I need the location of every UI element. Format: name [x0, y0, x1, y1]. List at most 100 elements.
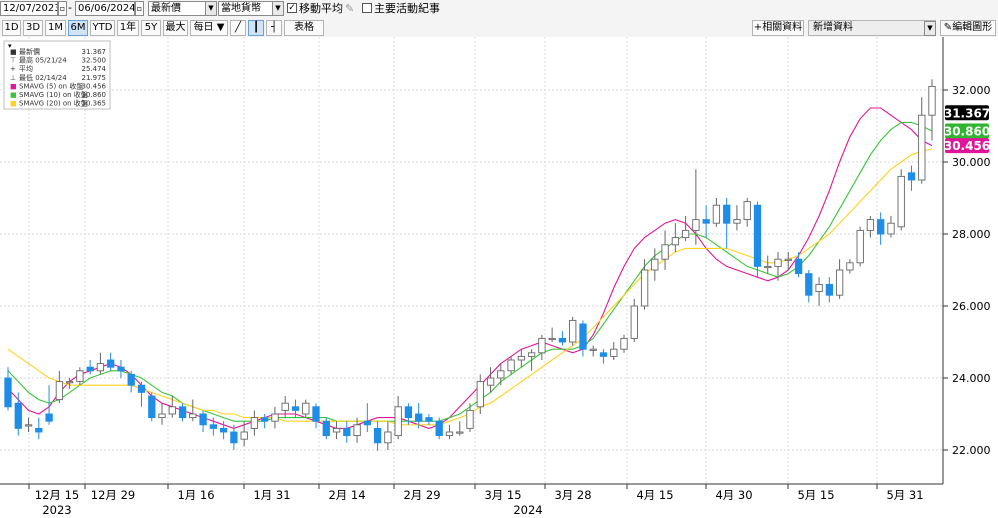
period-1d[interactable]: 1D: [2, 20, 21, 36]
candle-body: [620, 337, 628, 350]
currency-select[interactable]: 當地貨幣: [218, 1, 276, 16]
period-5y[interactable]: 5Y: [141, 20, 161, 36]
candle-body: [651, 258, 659, 271]
candle-body: [302, 402, 310, 415]
period-1m[interactable]: 1M: [45, 20, 66, 36]
candle-body: [476, 381, 484, 408]
candle-body: [435, 420, 443, 437]
candle-body: [764, 265, 772, 269]
y-tick-label: 30.000: [952, 156, 991, 169]
candle-body: [928, 85, 936, 116]
candle-body: [168, 406, 176, 415]
start-date-input[interactable]: 12/07/2023: [0, 1, 58, 16]
end-date-calendar-icon[interactable]: ▫: [135, 1, 144, 16]
candle-body: [404, 406, 413, 419]
legend-value: 32.500: [82, 57, 107, 65]
period-max[interactable]: 最大: [163, 20, 188, 36]
last-value-badge: [945, 105, 989, 121]
candle-body: [794, 258, 803, 275]
events-checkbox[interactable]: [362, 3, 372, 13]
top-toolbar: 12/07/2023 ▫ - 06/06/2024 ▫ 最新價 ▼ 當地貨幣 ▼…: [0, 0, 998, 20]
last-value-text: 30.860: [944, 125, 990, 139]
legend-label: SMAVG (20) on 收盤: [19, 99, 88, 108]
candle-body: [784, 258, 792, 261]
add-data-dropdown-icon[interactable]: ▼: [924, 21, 936, 36]
price-type-select[interactable]: 最新價: [148, 1, 210, 16]
table-button[interactable]: 表格: [284, 20, 324, 36]
legend-value: 30.456: [82, 82, 107, 90]
legend-symbol: ■: [10, 82, 17, 90]
candle-body: [486, 377, 495, 386]
candle-body: [35, 427, 43, 433]
candle-body: [856, 229, 864, 264]
legend-label: SMAVG (10) on 收盤: [19, 90, 88, 99]
legend: ▾ ■ 最新價 31.367⊤ 最高 05/21/24 32.500+ 平均 25.474⊥…: [3, 40, 111, 110]
moving-avg-checkbox[interactable]: ✓: [287, 3, 297, 13]
x-tick-label: 4月 30: [715, 488, 752, 502]
candle-body: [589, 348, 597, 351]
candle-body: [137, 384, 146, 393]
candle-body: [733, 219, 741, 224]
candle-body: [363, 420, 372, 426]
candle-body: [877, 219, 885, 235]
chart-type-line-icon[interactable]: ╱: [230, 20, 246, 36]
x-tick-label: 5月 15: [797, 488, 834, 502]
last-value-text: 30.456: [944, 139, 990, 153]
period-6m[interactable]: 6M: [68, 20, 88, 36]
period-3d[interactable]: 3D: [23, 20, 43, 36]
candle-body: [4, 377, 12, 408]
x-tick-label: 12月 15: [35, 488, 79, 502]
candle-body: [815, 283, 823, 293]
candle-body: [107, 359, 115, 368]
candle-body: [332, 427, 341, 433]
period-ytd[interactable]: YTD: [90, 20, 115, 36]
period-1y[interactable]: 1年: [117, 20, 139, 36]
candle-body: [250, 417, 259, 429]
related-data-button[interactable]: +相關資料 ▾: [752, 20, 804, 47]
legend-value: 31.367: [82, 48, 107, 56]
candle-body: [835, 269, 844, 296]
related-data-label: 相關資料: [762, 22, 803, 33]
candle-body: [805, 273, 813, 296]
end-date-input[interactable]: 06/06/2024: [75, 1, 135, 16]
legend-value: 21.975: [82, 74, 107, 82]
last-value-badge: [945, 138, 989, 154]
candle-body: [209, 424, 218, 429]
candle-body: [743, 201, 751, 221]
x-tick-label: 1月 31: [253, 488, 290, 502]
candle-body: [178, 406, 187, 419]
y-tick-label: 22.000: [952, 444, 991, 457]
frequency-select[interactable]: 每日 ▼: [190, 20, 228, 36]
candle-body: [661, 244, 669, 260]
candle-body: [230, 431, 238, 444]
year-label: 2023: [42, 503, 71, 517]
legend-collapse-icon[interactable]: ▾: [8, 42, 12, 50]
chart-type-bar-icon[interactable]: ┤: [266, 20, 282, 36]
chart-type-candle-icon[interactable]: ┃: [248, 20, 264, 36]
candle-body: [148, 395, 156, 419]
candle-body: [24, 424, 33, 427]
candle-body: [55, 381, 64, 401]
x-axis-ticks: 12月 15 12月 29 1月 16 1月 31 2月 14 2月 29 3月 15 3月 …: [28, 484, 924, 517]
candle-body: [712, 204, 721, 224]
candle-body: [558, 337, 567, 343]
start-date-calendar-icon[interactable]: ▫: [58, 1, 67, 16]
period-toolbar: 1D 3D 1M 6M YTD 1年 5Y 最大 每日 ▼ ╱ ┃ ┤ 表格 +…: [0, 19, 998, 47]
candlestick-chart[interactable]: 22.000 24.000 26.000 28.000 30.000 32.000 12月…: [0, 37, 998, 518]
price-type-dropdown-icon[interactable]: ▼: [205, 1, 217, 16]
date-separator: -: [68, 1, 72, 14]
edit-chart-button[interactable]: ✎編輯圖形: [940, 20, 996, 36]
candle-body: [291, 406, 300, 411]
x-tick-label: 1月 16: [177, 488, 214, 502]
add-data-select[interactable]: 新增資料: [808, 20, 936, 36]
candles: [4, 79, 936, 451]
currency-dropdown-icon[interactable]: ▼: [272, 1, 284, 16]
legend-symbol: ⊤: [10, 57, 16, 65]
x-tick-label: 5月 31: [886, 488, 923, 502]
y-axis-ticks: 22.000 24.000 26.000 28.000 30.000 32.000: [943, 84, 991, 457]
add-data-label: 新增資料: [813, 22, 853, 33]
candle-body: [681, 229, 690, 239]
pencil-icon[interactable]: ✎: [345, 2, 355, 15]
candle-body: [189, 413, 197, 419]
